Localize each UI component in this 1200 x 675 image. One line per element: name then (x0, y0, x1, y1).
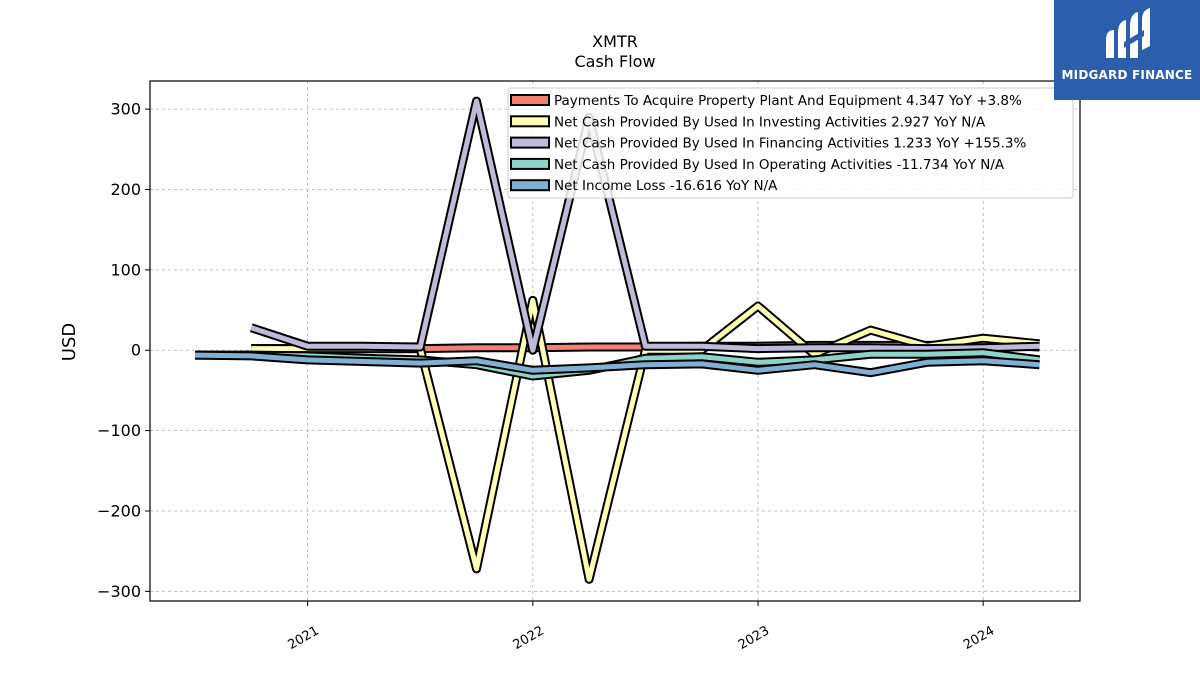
legend: Payments To Acquire Property Plant And E… (507, 87, 1074, 199)
legend-label: Net Income Loss -16.616 YoY N/A (554, 178, 778, 194)
brand-name: MIDGARD FINANCE (1061, 68, 1193, 82)
legend-swatch (510, 115, 550, 128)
legend-label: Net Cash Provided By Used In Investing A… (554, 114, 986, 130)
series-line-4 (194, 352, 1040, 376)
series-line-2 (250, 98, 1040, 353)
y-tick-label: −200 (97, 501, 141, 520)
y-tick-label: 100 (110, 260, 141, 279)
y-tick-label: 0 (131, 341, 141, 360)
y-tick-label: 200 (110, 180, 141, 199)
legend-label: Net Cash Provided By Used In Operating A… (554, 157, 1005, 173)
legend-label: Payments To Acquire Property Plant And E… (554, 93, 1022, 109)
x-tick-label: 2024 (961, 623, 997, 653)
plot-frame (149, 80, 1081, 602)
legend-swatch (510, 94, 550, 106)
midgard-logo-icon (1106, 8, 1150, 58)
y-axis-label: USD (59, 323, 80, 361)
legend-swatch (510, 157, 550, 170)
legend-swatch (510, 179, 550, 192)
series-lines (194, 96, 1041, 584)
legend-swatch (510, 136, 550, 149)
y-tick-label: −100 (97, 421, 141, 440)
chart-title: XMTR (592, 32, 638, 51)
y-tick-label: −300 (97, 582, 141, 601)
x-tick-label: 2022 (511, 623, 547, 653)
y-tick-label: 300 (110, 100, 141, 119)
x-tick-label: 2023 (736, 623, 772, 653)
legend-label: Net Cash Provided By Used In Financing A… (554, 136, 1026, 152)
midgard-finance-logo: MIDGARD FINANCE (1054, 0, 1200, 100)
x-tick-label: 2021 (285, 623, 321, 653)
legend-box (507, 87, 1074, 199)
chart-subtitle: Cash Flow (574, 52, 655, 71)
